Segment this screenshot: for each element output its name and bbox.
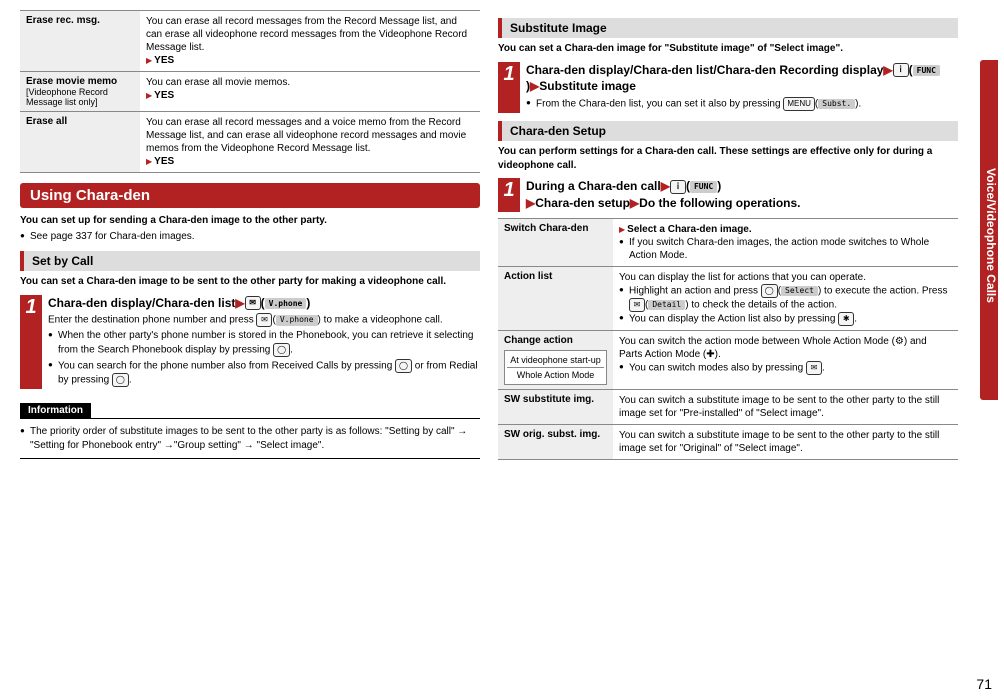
row-desc: You can switch a substitute image to be …	[613, 390, 958, 424]
setup-table: Switch Chara-denSelect a Chara-den image…	[498, 218, 958, 460]
row-label: Erase all	[20, 112, 140, 172]
right-column: Substitute Image You can set a Chara-den…	[498, 10, 958, 460]
step-number-icon: 1	[498, 62, 520, 114]
b2-text: You can search for the phone number also…	[58, 361, 395, 372]
row-label: SW substitute img.	[498, 390, 613, 424]
left-column: Erase rec. msg.You can erase all record …	[20, 10, 480, 460]
row-desc: You can erase all movie memos.YES	[140, 72, 480, 111]
mail-button-icon: ✉	[245, 296, 261, 310]
table-row: Erase movie memo[Videophone Record Messa…	[20, 71, 480, 111]
round-button-icon: ◯	[395, 359, 412, 373]
table-row: Erase allYou can erase all record messag…	[20, 111, 480, 173]
row-label: Erase movie memo[Videophone Record Messa…	[20, 72, 140, 111]
step-1-right: 1 Chara-den display/Chara-den list/Chara…	[498, 62, 958, 114]
information-header: Information	[20, 403, 91, 418]
chapter-heading: Using Chara-den	[20, 183, 480, 208]
chapter-note: See page 337 for Chara-den images.	[20, 230, 480, 244]
mail-button-icon: ✉	[256, 313, 272, 327]
sublabel-item: Whole Action Mode	[507, 368, 604, 382]
row-desc: Select a Chara-den image.If you switch C…	[613, 219, 958, 266]
table-row: SW substitute img.You can switch a subst…	[498, 389, 958, 424]
section1-intro: You can set a Chara-den image to be sent…	[20, 275, 480, 289]
info-bullet: The priority order of substitute images …	[20, 425, 480, 452]
vphone-pill: V.phone	[276, 315, 318, 326]
step-1-setup: 1 During a Chara-den call▶ｉ(FUNC) ▶Chara…	[498, 178, 958, 212]
page-content: Erase rec. msg.You can erase all record …	[0, 0, 1004, 470]
table-row: Action listYou can display the list for …	[498, 266, 958, 330]
i-button-icon: ｉ	[670, 180, 686, 194]
step1-body1a: Enter the destination phone number and p…	[48, 315, 256, 326]
step1-bullet2: You can search for the phone number also…	[48, 359, 480, 387]
row-desc: You can erase all record messages from t…	[140, 11, 480, 71]
row-desc: You can switch a substitute image to be …	[613, 425, 958, 459]
i-button-icon: ｉ	[893, 63, 909, 77]
table-row: SW orig. subst. img.You can switch a sub…	[498, 424, 958, 460]
step1-title-text: Chara-den display/Chara-den list	[48, 296, 235, 310]
section-charaden-setup: Chara-den Setup	[498, 121, 958, 141]
step2-note: From the Chara-den list, you can set it …	[526, 97, 958, 111]
row-desc: You can erase all record messages and a …	[140, 112, 480, 172]
step2-title-text: Chara-den display/Chara-den list/Chara-d…	[526, 63, 883, 77]
subst-pill: Subst.	[818, 99, 855, 110]
menu-button-icon: MENU	[783, 97, 815, 111]
step2-title2: Substitute image	[539, 79, 636, 93]
step-body: Chara-den display/Chara-den list▶✉(V.pho…	[48, 295, 480, 390]
chapter-intro: You can set up for sending a Chara-den i…	[20, 214, 480, 228]
row-desc: You can switch the action mode between W…	[613, 331, 958, 389]
step3-title2: Chara-den setup	[535, 196, 630, 210]
func-pill: FUNC	[690, 181, 717, 192]
step1-body1b: to make a videophone call.	[321, 315, 443, 326]
step-body: During a Chara-den call▶ｉ(FUNC) ▶Chara-d…	[526, 178, 958, 212]
step2-title: Chara-den display/Chara-den list/Chara-d…	[526, 62, 958, 96]
step3-title1: During a Chara-den call	[526, 179, 661, 193]
section-substitute-image: Substitute Image	[498, 18, 958, 38]
section3-intro: You can perform settings for a Chara-den…	[498, 145, 958, 172]
b1-text: When the other party's phone number is s…	[58, 330, 473, 355]
step-1: 1 Chara-den display/Chara-den list▶✉(V.p…	[20, 295, 480, 390]
erase-table: Erase rec. msg.You can erase all record …	[20, 10, 480, 173]
s2n-text: From the Chara-den list, you can set it …	[536, 99, 783, 110]
row-label: Erase rec. msg.	[20, 11, 140, 71]
table-row: Change actionAt videophone start-upWhole…	[498, 330, 958, 389]
step-number-icon: 1	[20, 295, 42, 390]
step-number-icon: 1	[498, 178, 520, 212]
step-body: Chara-den display/Chara-den list/Chara-d…	[526, 62, 958, 114]
b1-end: .	[290, 345, 293, 356]
round-button-icon: ◯	[273, 343, 290, 357]
row-label: Action list	[498, 267, 613, 330]
row-desc: You can display the list for actions tha…	[613, 267, 958, 330]
section2-intro: You can set a Chara-den image for "Subst…	[498, 42, 958, 56]
page-number: 71	[976, 676, 992, 692]
sublabel-box: At videophone start-upWhole Action Mode	[504, 350, 607, 385]
information-body: The priority order of substitute images …	[20, 418, 480, 459]
step3-title: During a Chara-den call▶ｉ(FUNC) ▶Chara-d…	[526, 178, 958, 212]
row-label: Switch Chara-den	[498, 219, 613, 266]
section-set-by-call: Set by Call	[20, 251, 480, 271]
vphone-pill: V.phone	[265, 298, 307, 309]
sublabel-item: At videophone start-up	[507, 353, 604, 368]
table-row: Erase rec. msg.You can erase all record …	[20, 10, 480, 71]
step1-body1: Enter the destination phone number and p…	[48, 313, 480, 327]
round-button-icon: ◯	[112, 373, 129, 387]
side-tab: Voice/Videophone Calls	[980, 60, 998, 400]
row-label: Change actionAt videophone start-upWhole…	[498, 331, 613, 389]
step3-title3: Do the following operations.	[639, 196, 800, 210]
func-pill: FUNC	[913, 65, 940, 76]
row-label: SW orig. subst. img.	[498, 425, 613, 459]
table-row: Switch Chara-denSelect a Chara-den image…	[498, 218, 958, 266]
b2-end: .	[129, 375, 132, 386]
step1-title: Chara-den display/Chara-den list▶✉(V.pho…	[48, 295, 480, 312]
step1-bullet1: When the other party's phone number is s…	[48, 329, 480, 357]
